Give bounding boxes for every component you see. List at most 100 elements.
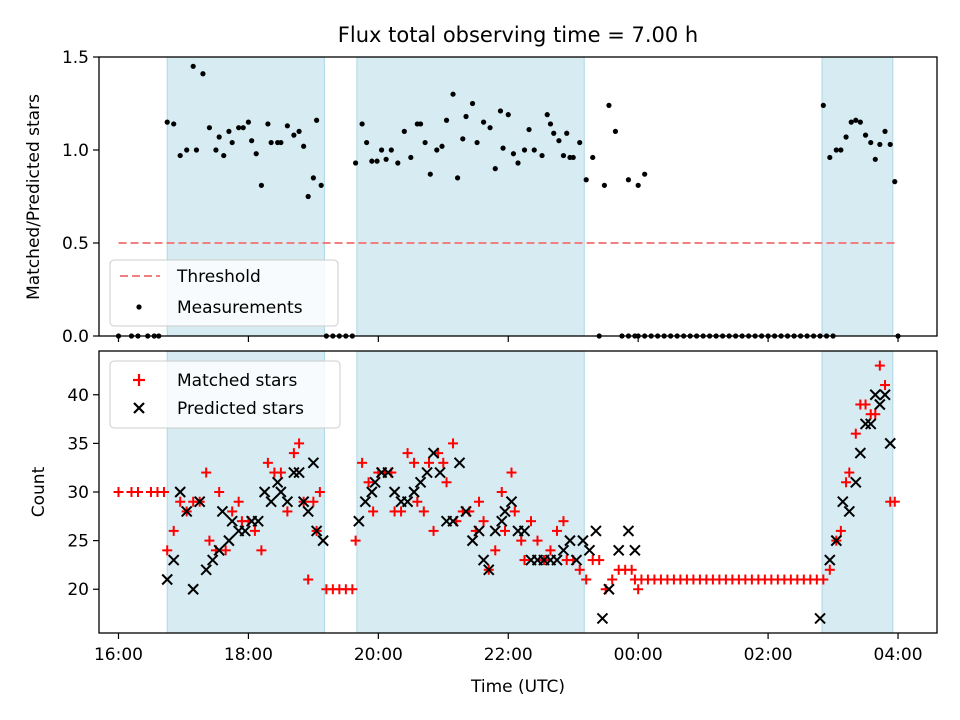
predicted-star-point bbox=[596, 612, 609, 625]
matched-star-point bbox=[363, 477, 374, 488]
matched-star-point bbox=[441, 477, 452, 488]
matched-star-point bbox=[626, 564, 637, 575]
measurement-point bbox=[531, 147, 537, 153]
measurement-point bbox=[606, 102, 612, 108]
predicted-star-point bbox=[879, 389, 891, 401]
predicted-star-point bbox=[174, 486, 186, 498]
predicted-star-point bbox=[551, 554, 563, 566]
predicted-star-point bbox=[570, 554, 583, 566]
predicted-star-point bbox=[302, 505, 314, 518]
predicted-star-point bbox=[275, 486, 287, 498]
observing-window bbox=[822, 57, 893, 336]
measurement-point bbox=[249, 138, 255, 144]
measurement-point bbox=[364, 139, 370, 146]
matched-star-point bbox=[545, 545, 556, 556]
matched-star-point bbox=[438, 457, 449, 468]
measurement-point bbox=[474, 139, 480, 146]
predicted-star-point bbox=[590, 525, 602, 537]
matched-star-point bbox=[158, 487, 169, 497]
predicted-star-point bbox=[180, 505, 193, 518]
measurement-point bbox=[284, 123, 290, 129]
matched-star-point bbox=[880, 380, 891, 391]
measurement-point bbox=[551, 130, 557, 136]
measurement-point bbox=[258, 182, 265, 188]
matched-star-point bbox=[227, 506, 238, 517]
measurement-point bbox=[515, 160, 521, 166]
predicted-star-point bbox=[447, 515, 459, 527]
legend-matched-swatch bbox=[133, 374, 145, 386]
measurement-point bbox=[642, 171, 648, 177]
measurement-point bbox=[422, 139, 428, 146]
predicted-star-point bbox=[884, 437, 896, 450]
matched-star-point bbox=[282, 506, 293, 517]
legend-predicted-swatch bbox=[133, 402, 145, 414]
matched-star-point bbox=[525, 516, 536, 527]
measurement-point bbox=[625, 177, 632, 183]
bottom-y-axis-label: Count bbox=[29, 466, 49, 517]
predicted-star-point bbox=[460, 505, 472, 518]
bottom-y-ticks: 20 25 30 35 40 bbox=[67, 386, 99, 600]
matched-star-point bbox=[162, 545, 173, 556]
measurement-point bbox=[868, 139, 874, 146]
x-tick-label: 20:00 bbox=[354, 645, 403, 665]
measurement-point bbox=[236, 125, 242, 131]
measurement-point bbox=[820, 102, 826, 108]
top-observing-windows bbox=[166, 57, 894, 336]
y-tick-label: 25 bbox=[67, 532, 89, 552]
measurement-point bbox=[887, 141, 893, 148]
predicted-star-point bbox=[865, 418, 877, 430]
matched-star-point bbox=[844, 467, 855, 478]
predicted-star-point bbox=[193, 496, 206, 508]
top-y-axis-label: Matched/Predicted stars bbox=[24, 94, 44, 300]
predicted-star-point bbox=[499, 505, 511, 518]
matched-star-point bbox=[428, 525, 439, 536]
measurement-point bbox=[427, 171, 433, 177]
matched-star-point bbox=[396, 506, 407, 517]
measurement-point bbox=[872, 156, 878, 162]
matched-star-point bbox=[532, 535, 543, 546]
matched-star-point bbox=[496, 487, 507, 497]
observing-window bbox=[356, 57, 585, 336]
matched-star-point bbox=[262, 457, 273, 468]
predicted-star-point bbox=[226, 515, 238, 527]
y-tick-label: 0.5 bbox=[62, 234, 89, 254]
predicted-star-point bbox=[317, 534, 329, 547]
predicted-star-point bbox=[161, 573, 173, 586]
measurement-point bbox=[892, 179, 898, 185]
predicted-star-point bbox=[200, 564, 212, 576]
matched-star-point bbox=[500, 525, 511, 536]
measurement-point bbox=[378, 147, 385, 153]
matched-star-point bbox=[581, 574, 592, 585]
matched-star-point bbox=[357, 457, 368, 468]
measurement-point bbox=[460, 136, 466, 142]
top-axes-frame bbox=[98, 56, 938, 337]
predicted-star-point bbox=[830, 534, 843, 547]
measurement-point bbox=[612, 128, 619, 134]
predicted-star-point bbox=[629, 544, 641, 557]
measurement-point bbox=[547, 121, 554, 127]
measurement-point bbox=[417, 121, 424, 127]
predicted-star-point bbox=[814, 612, 826, 625]
legend-measurements-swatch bbox=[136, 304, 142, 310]
predicted-star-point bbox=[271, 476, 284, 488]
predicted-stars-points bbox=[161, 389, 896, 625]
measurement-point bbox=[463, 113, 469, 120]
top-legend-box bbox=[109, 259, 339, 327]
measurement-point bbox=[590, 154, 596, 161]
measurement-point bbox=[388, 147, 394, 153]
matched-star-point bbox=[308, 496, 319, 507]
measurement-point bbox=[570, 154, 576, 161]
matched-star-point bbox=[474, 496, 485, 507]
bottom-panel: 20 25 30 35 40 16:00 18:00 20:00 22:00 00:00 02:0… bbox=[29, 350, 938, 697]
predicted-star-point bbox=[216, 505, 229, 518]
measurement-point bbox=[539, 152, 545, 159]
matched-star-point bbox=[506, 467, 517, 478]
observing-window bbox=[356, 351, 585, 633]
predicted-star-point bbox=[307, 457, 320, 469]
predicted-star-point bbox=[187, 583, 199, 595]
x-tick-label: 02:00 bbox=[744, 645, 793, 665]
measurement-point bbox=[193, 147, 200, 153]
matched-star-point bbox=[275, 467, 286, 478]
measurement-point bbox=[882, 128, 888, 134]
predicted-star-point bbox=[869, 389, 881, 401]
